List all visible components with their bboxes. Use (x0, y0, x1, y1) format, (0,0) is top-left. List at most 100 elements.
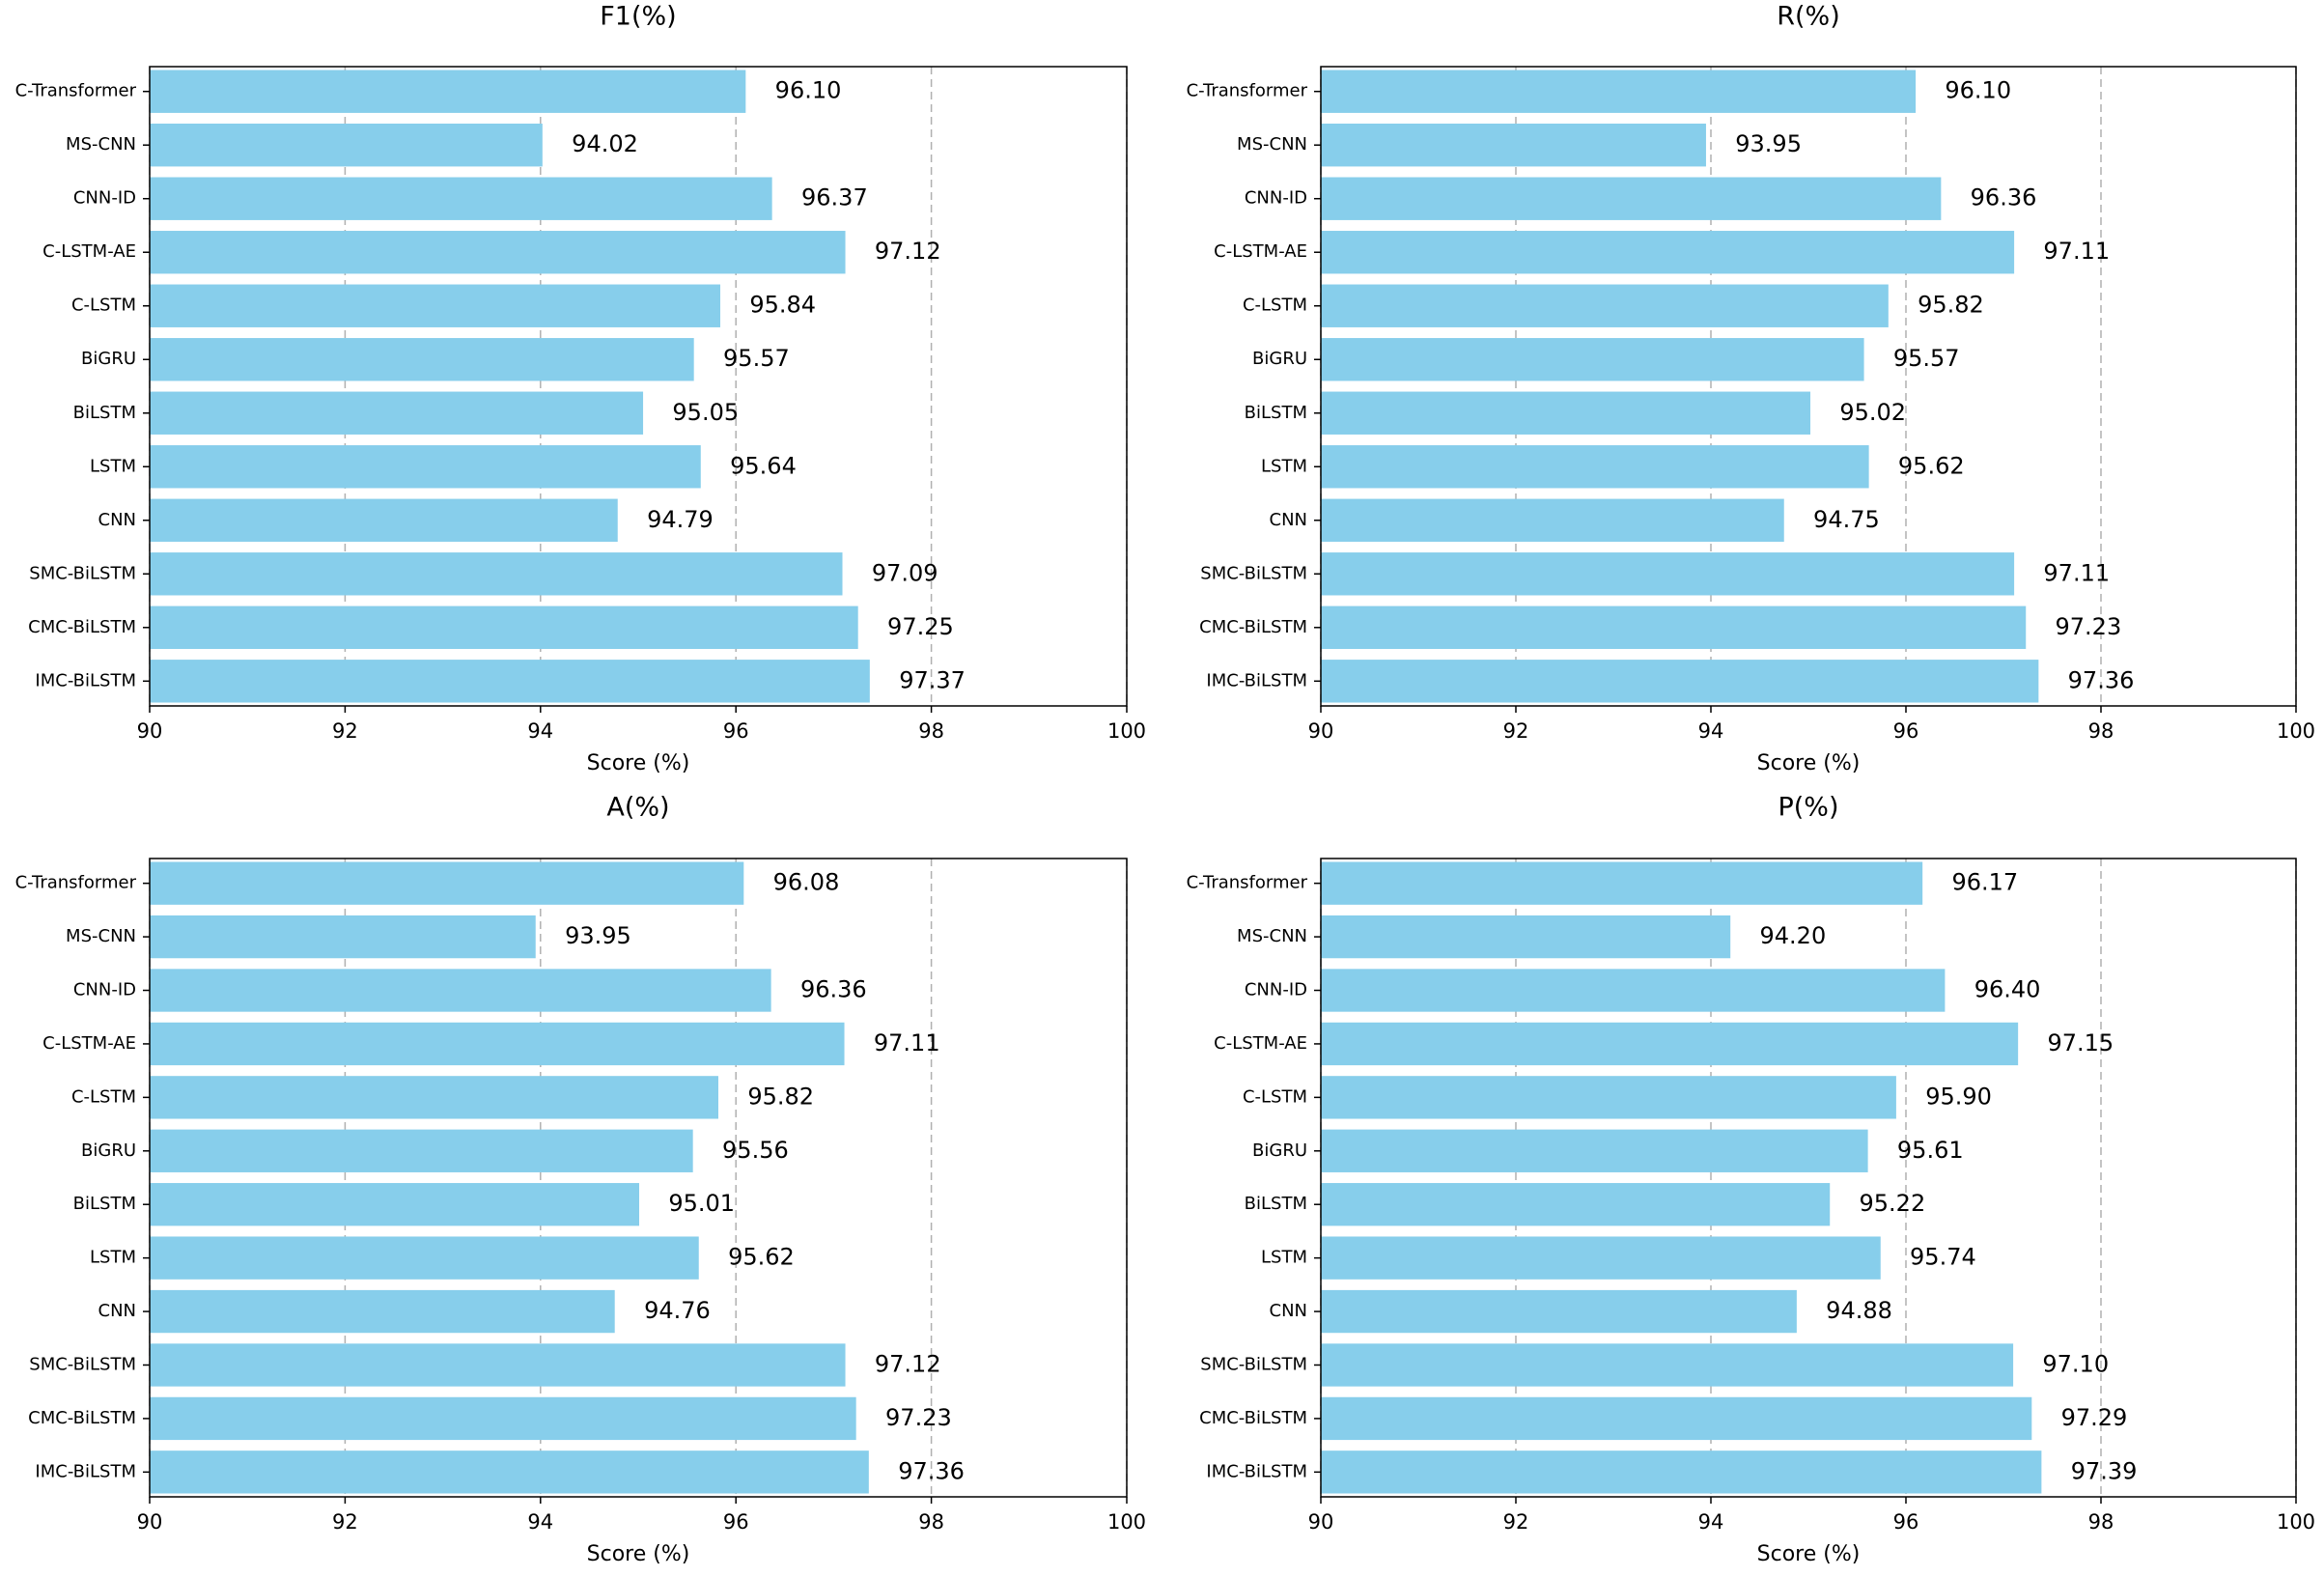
value-label: 94.76 (644, 1297, 711, 1324)
y-tick-label: C-Transformer (15, 81, 137, 101)
value-label: 97.36 (2068, 666, 2135, 693)
bar (1321, 445, 1869, 489)
x-tick-label: 90 (137, 1510, 163, 1534)
x-tick-label: 98 (2088, 1510, 2114, 1534)
value-label: 97.11 (2043, 238, 2110, 265)
value-label: 96.37 (801, 184, 868, 211)
x-axis-label: Score (%) (1757, 751, 1861, 775)
y-tick-label: SMC-BiLSTM (29, 563, 136, 583)
bar (1321, 660, 2039, 703)
y-tick-label: C-LSTM-AE (1214, 1033, 1307, 1054)
y-tick-label: BiGRU (1252, 349, 1307, 369)
bar (150, 1129, 693, 1172)
y-tick-label: BiLSTM (1245, 1194, 1307, 1214)
value-label: 93.95 (565, 922, 631, 949)
bar (150, 605, 858, 649)
value-label: 96.40 (1974, 976, 2041, 1003)
bar (150, 1183, 640, 1226)
y-tick-label: BiLSTM (73, 1194, 136, 1214)
bar (1321, 284, 1889, 327)
x-axis-label: Score (%) (587, 751, 690, 775)
x-tick-label: 92 (1503, 1510, 1529, 1534)
value-label: 97.36 (898, 1457, 965, 1484)
bar (150, 552, 843, 596)
value-label: 95.64 (730, 452, 797, 479)
y-tick-label: CNN-ID (73, 188, 136, 209)
bar (150, 1289, 615, 1334)
y-tick-label: SMC-BiLSTM (29, 1354, 136, 1374)
x-tick-label: 90 (137, 719, 163, 743)
x-tick-label: 100 (2277, 1510, 2315, 1534)
x-tick-label: 96 (1893, 1510, 1919, 1534)
y-tick-label: C-Transformer (1187, 81, 1308, 101)
bar (150, 391, 644, 435)
bar (150, 1076, 718, 1119)
value-label: 96.36 (800, 976, 867, 1003)
bar (150, 1396, 856, 1441)
x-tick-label: 94 (527, 1510, 553, 1534)
x-axis-label: Score (%) (1757, 1542, 1861, 1566)
value-label: 97.37 (899, 666, 966, 693)
y-tick-label: IMC-BiLSTM (35, 670, 136, 690)
y-tick-label: C-LSTM-AE (1214, 241, 1307, 262)
bar (1321, 338, 1864, 381)
y-tick-label: C-LSTM (1243, 1086, 1307, 1107)
value-label: 95.82 (747, 1083, 814, 1110)
value-label: 97.29 (2061, 1404, 2128, 1431)
x-tick-label: 94 (1698, 1510, 1724, 1534)
bar (150, 124, 543, 167)
bar (1321, 605, 2027, 649)
y-tick-label: MS-CNN (1237, 134, 1307, 155)
bar (1321, 1129, 1868, 1172)
bar (1321, 1236, 1881, 1280)
y-tick-label: BiLSTM (1245, 403, 1307, 423)
value-label: 97.15 (2047, 1029, 2114, 1056)
y-tick-label: C-LSTM (71, 296, 136, 316)
bar (1321, 231, 2015, 274)
y-tick-label: IMC-BiLSTM (35, 1461, 136, 1481)
bar (150, 969, 771, 1012)
bar (1321, 552, 2015, 596)
y-tick-label: CNN (98, 510, 137, 530)
x-tick-label: 98 (918, 719, 944, 743)
bar (1321, 124, 1706, 167)
y-tick-label: C-LSTM-AE (42, 241, 136, 262)
y-tick-label: C-LSTM (71, 1086, 136, 1107)
value-label: 94.75 (1813, 506, 1880, 533)
y-tick-label: CMC-BiLSTM (1199, 617, 1307, 637)
bar (1321, 1183, 1831, 1226)
value-label: 94.02 (572, 130, 638, 157)
value-label: 96.10 (1945, 77, 2011, 104)
bar (1321, 915, 1731, 959)
bar (150, 498, 618, 542)
y-tick-label: C-Transformer (1187, 873, 1308, 893)
value-label: 96.36 (1971, 184, 2037, 211)
bar (150, 1343, 846, 1387)
y-tick-label: MS-CNN (66, 926, 136, 946)
x-tick-label: 90 (1308, 719, 1334, 743)
bar (150, 70, 746, 113)
chart-title: F1(%) (600, 2, 676, 32)
bar (150, 1450, 869, 1494)
value-label: 95.22 (1860, 1190, 1926, 1217)
value-label: 95.61 (1897, 1137, 1964, 1164)
value-label: 95.57 (1893, 345, 1960, 372)
x-tick-label: 92 (332, 1510, 358, 1534)
value-label: 95.57 (723, 345, 790, 372)
y-tick-label: CNN (1270, 510, 1308, 530)
value-label: 97.25 (887, 613, 954, 640)
value-label: 95.05 (672, 399, 739, 426)
value-label: 95.62 (728, 1244, 795, 1271)
y-tick-label: CNN-ID (1245, 188, 1307, 209)
value-label: 95.74 (1910, 1244, 1976, 1271)
y-tick-label: LSTM (1261, 1248, 1307, 1268)
axes-frame (149, 858, 1128, 1498)
bar (1321, 861, 1923, 905)
chart-title: P(%) (1778, 793, 1838, 823)
y-tick-label: MS-CNN (1237, 926, 1307, 946)
x-tick-label: 100 (2277, 719, 2315, 743)
value-label: 97.23 (885, 1404, 952, 1431)
value-label: 94.20 (1760, 922, 1827, 949)
x-tick-label: 90 (1308, 1510, 1334, 1534)
